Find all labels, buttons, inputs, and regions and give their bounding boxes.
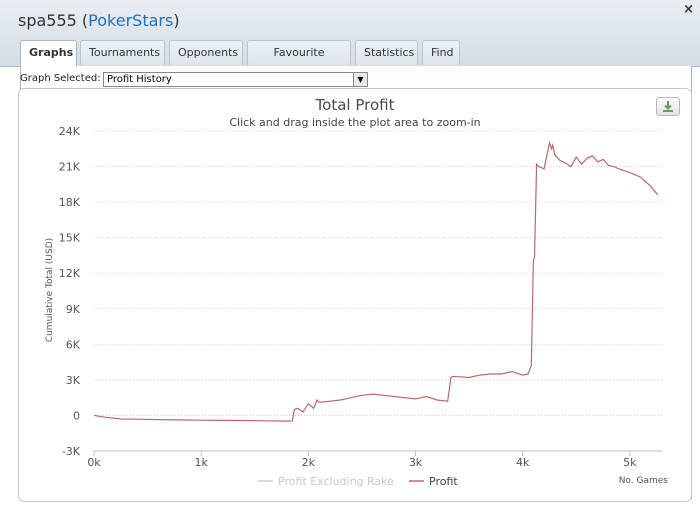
y-tick-label: 18K xyxy=(59,196,81,209)
grid-lines xyxy=(94,130,662,452)
x-axis: 0k 1k 2k 3k 4k 5k xyxy=(87,450,662,469)
series-layer xyxy=(93,140,659,422)
x-tick-label: 2k xyxy=(302,456,316,469)
chevron-down-icon[interactable]: ▼ xyxy=(353,73,367,86)
y-tick-label: 0 xyxy=(73,409,80,422)
y-tick-label: 15K xyxy=(59,232,81,245)
chart-subtitle: Click and drag inside the plot area to z… xyxy=(229,116,480,129)
y-tick-label: 24K xyxy=(59,125,81,138)
y-tick-label: 9K xyxy=(66,303,81,316)
window-title: spa555 (PokerStars) xyxy=(18,11,180,30)
graph-select-dropdown[interactable]: Profit History ▼ xyxy=(103,72,368,87)
title-bar: spa555 (PokerStars) × Graphs Tournaments… xyxy=(0,0,700,82)
chart-title: Total Profit xyxy=(315,96,395,114)
legend: Profit Excluding Rake Profit xyxy=(258,475,458,488)
x-tick-label: 4k xyxy=(516,456,530,469)
tab-statistics[interactable]: Statistics xyxy=(355,40,418,65)
download-icon[interactable] xyxy=(656,97,680,116)
tab-graphs[interactable]: Graphs xyxy=(20,40,77,67)
y-tick-label: 3K xyxy=(66,374,81,387)
x-axis-label: No. Games xyxy=(619,476,669,486)
tab-opponents[interactable]: Opponents xyxy=(169,40,243,65)
y-tick-label: 21K xyxy=(59,161,81,174)
y-tick-label: -3K xyxy=(62,445,81,458)
y-axis: -3K 0 3K 6K 9K 12K 15K 18K 21K 24K xyxy=(59,125,81,458)
player-name: spa555 xyxy=(18,11,77,30)
chart-container xyxy=(18,88,692,502)
site-name[interactable]: PokerStars xyxy=(88,11,174,30)
x-tick-label: 0k xyxy=(87,456,101,469)
profit-series-line[interactable] xyxy=(93,140,659,422)
tab-find[interactable]: Find xyxy=(422,40,460,65)
x-tick-label: 3k xyxy=(409,456,423,469)
y-axis-label: Cumulative Total (USD) xyxy=(45,238,55,342)
y-tick-label: 12K xyxy=(59,267,81,280)
graph-select-value: Profit History xyxy=(107,74,172,85)
close-icon[interactable]: × xyxy=(683,2,694,17)
x-tick-label: 1k xyxy=(194,456,208,469)
tab-tournaments[interactable]: Tournaments xyxy=(80,40,165,65)
legend-label-profit[interactable]: Profit xyxy=(429,475,458,488)
y-tick-label: 6K xyxy=(66,338,81,351)
graph-select-label: Graph Selected: xyxy=(20,73,101,84)
x-tick-label: 5k xyxy=(623,456,637,469)
legend-label-excl-rake[interactable]: Profit Excluding Rake xyxy=(278,475,394,488)
